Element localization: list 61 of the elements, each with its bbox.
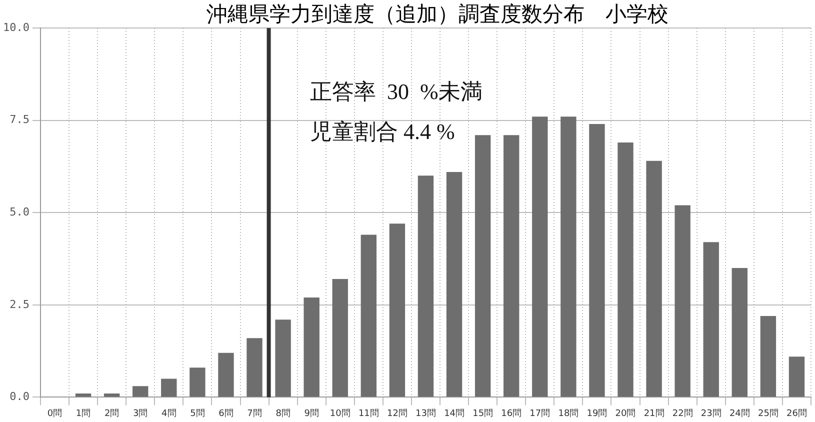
y-tick-label: 5.0: [10, 205, 30, 218]
x-tick-label: 26問: [786, 408, 807, 419]
bar: [275, 320, 291, 397]
x-tick-label: 2問: [104, 408, 120, 419]
x-tick-label: 19問: [586, 408, 608, 419]
x-tick-label: 1問: [76, 408, 91, 419]
bar: [132, 386, 148, 397]
bar: [674, 205, 690, 397]
bar: [218, 352, 234, 397]
bar: [332, 279, 348, 397]
bar: [504, 135, 520, 397]
x-tick-label: 15問: [472, 408, 494, 419]
x-tick-label: 14問: [444, 408, 465, 419]
bar: [104, 394, 120, 397]
chart-title: 沖縄県学力到達度（追加）調査度数分布 小学校: [206, 2, 668, 26]
bar: [560, 116, 576, 397]
bar: [389, 224, 406, 397]
bar: [703, 242, 719, 397]
bar: [618, 142, 634, 397]
bar: [646, 160, 662, 397]
x-tick-label: 11問: [358, 408, 379, 419]
x-tick-label: 7問: [247, 408, 262, 419]
bar: [732, 268, 748, 397]
bar: [446, 172, 462, 397]
x-tick-label: 3問: [133, 408, 148, 419]
bar: [75, 394, 92, 397]
bar: [760, 316, 776, 397]
x-tick-label: 13問: [416, 408, 436, 419]
x-tick-label: 21問: [644, 408, 664, 419]
x-tick-label: 8問: [276, 408, 290, 419]
x-tick-label: 20問: [615, 408, 636, 419]
x-tick-label: 4問: [162, 408, 176, 419]
bar: [788, 356, 805, 397]
x-tick-label: 25問: [758, 408, 778, 419]
x-tick-label: 0問: [47, 408, 62, 419]
x-tick-label: 16問: [501, 408, 522, 419]
bar: [246, 338, 262, 397]
bar: [589, 124, 605, 397]
bar: [532, 116, 548, 397]
x-tick-label: 10問: [330, 408, 350, 419]
y-tick-label: 10.0: [2, 20, 30, 34]
bar: [304, 298, 320, 397]
annotation: 正答率 30 %未満: [310, 78, 482, 104]
y-tick-label: 2.5: [10, 298, 30, 311]
bar: [190, 368, 206, 397]
x-tick-label: 5問: [190, 408, 205, 419]
bar: [161, 378, 177, 397]
y-tick-label: 0.0: [10, 390, 30, 404]
annotation: 児童割合 4.4 %: [310, 118, 455, 144]
bar: [360, 234, 377, 397]
x-tick-label: 9問: [304, 408, 319, 419]
x-tick-label: 23問: [700, 408, 722, 419]
x-tick-label: 6問: [218, 408, 234, 419]
x-tick-label: 12問: [386, 408, 408, 419]
bar: [474, 135, 491, 397]
bar: [418, 176, 434, 397]
x-tick-label: 22問: [672, 408, 693, 419]
y-tick-label: 7.5: [10, 113, 30, 126]
x-tick-label: 24問: [729, 408, 750, 419]
x-tick-label: 18問: [558, 408, 579, 419]
x-tick-label: 17問: [530, 408, 550, 419]
